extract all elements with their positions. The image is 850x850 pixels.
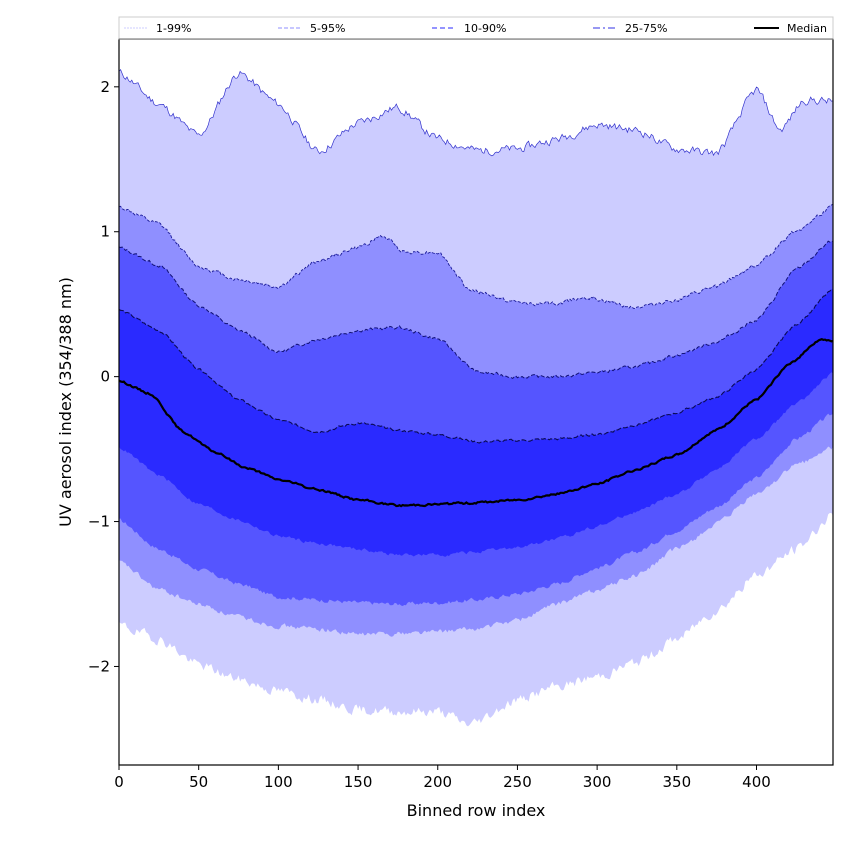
y-tick-label: 1 bbox=[100, 223, 110, 241]
legend-item-median: Median bbox=[754, 22, 827, 35]
legend-item-5-95: 5-95% bbox=[278, 22, 345, 35]
legend-label-5-95: 5-95% bbox=[310, 22, 345, 35]
legend-item-25-75: 25-75% bbox=[593, 22, 667, 35]
x-tick-label: 0 bbox=[114, 773, 124, 791]
x-tick-label: 350 bbox=[662, 773, 691, 791]
x-tick-label: 250 bbox=[503, 773, 532, 791]
y-tick-label: −1 bbox=[88, 513, 110, 531]
y-tick-label: 2 bbox=[100, 78, 110, 96]
x-tick-label: 200 bbox=[423, 773, 452, 791]
legend-label-median: Median bbox=[787, 22, 827, 35]
legend-item-1-99: 1-99% bbox=[124, 22, 191, 35]
legend-item-10-90: 10-90% bbox=[432, 22, 506, 35]
x-tick-label: 100 bbox=[264, 773, 293, 791]
legend-label-10-90: 10-90% bbox=[464, 22, 506, 35]
legend: 1-99% 5-95% 10-90% 25-75% Median bbox=[118, 16, 834, 40]
line-p95 bbox=[119, 203, 833, 310]
line-median bbox=[119, 338, 833, 508]
y-axis-label: UV aerosol index (354/388 nm) bbox=[56, 277, 75, 527]
y-tick-label: −2 bbox=[88, 657, 110, 675]
bands-layer bbox=[119, 69, 833, 727]
x-tick-label: 400 bbox=[742, 773, 771, 791]
line-p75 bbox=[119, 288, 833, 444]
line-p90 bbox=[119, 240, 833, 380]
x-tick-label: 50 bbox=[189, 773, 208, 791]
band-25-75 bbox=[119, 289, 833, 557]
legend-label-1-99: 1-99% bbox=[156, 22, 191, 35]
x-tick-label: 150 bbox=[344, 773, 373, 791]
legend-label-25-75: 25-75% bbox=[625, 22, 667, 35]
y-axis: 2 1 0 −1 −2 bbox=[88, 78, 119, 675]
y-tick-label: 0 bbox=[100, 368, 110, 386]
x-axis: 0 50 100 150 200 250 300 350 400 bbox=[114, 765, 771, 791]
x-tick-label: 300 bbox=[583, 773, 612, 791]
line-p99 bbox=[119, 68, 833, 157]
x-axis-label: Binned row index bbox=[407, 801, 546, 820]
lines-layer bbox=[119, 68, 833, 508]
